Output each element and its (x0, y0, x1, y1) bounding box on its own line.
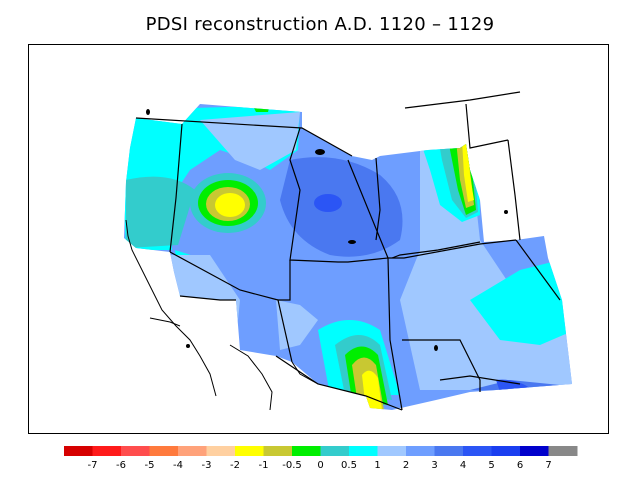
colorbar-tick-label: -5 (145, 460, 155, 471)
colorbar-tick-label: -1 (259, 460, 269, 471)
baja-coast (229, 344, 273, 411)
colorbar-tick-label: 4 (460, 460, 466, 471)
colorbar-tick-label: 0.5 (341, 460, 357, 471)
canada-border-west (135, 117, 353, 157)
colorbar-tick-label: -0.5 (282, 460, 302, 471)
colorbar-tick-label: -3 (202, 460, 212, 471)
lake-mark (434, 345, 438, 351)
map-title: PDSI reconstruction A.D. 1120 – 1129 (145, 14, 495, 35)
colorbar-labels: -7 -6 -5 -4 -3 -2 -1 -0.5 0 0.5 1 2 3 4 5 6 7 (88, 460, 552, 471)
anomaly-nw-ring-m1 (215, 193, 245, 217)
colorbar-tick-label: 2 (403, 460, 409, 471)
colorbar-tick-label: -7 (88, 460, 98, 471)
gulf-coast (291, 361, 319, 385)
nevada-southline (169, 251, 279, 301)
coastlines (125, 219, 319, 411)
colorbar-tick-label: 6 (517, 460, 523, 471)
colorbar-swatch (377, 446, 407, 456)
lake-marks (146, 109, 508, 351)
colorbar-swatch (235, 446, 264, 456)
map-frame (28, 44, 609, 434)
wyoming-colorado-line (347, 159, 517, 259)
colorado-kansas-line (391, 241, 481, 259)
idaho-nevada-line (169, 123, 183, 253)
nm-texas-line (402, 339, 481, 392)
colorbar-tick-label: -6 (116, 460, 126, 471)
colorado-nm-line (387, 257, 403, 411)
field-class-5-center (314, 194, 342, 212)
lake-mark (504, 210, 508, 214)
lake-mark (315, 149, 325, 155)
colorbar-swatch (463, 446, 492, 456)
colorbar-swatch (320, 446, 350, 456)
california-border (179, 295, 236, 301)
colorbar-swatch (292, 446, 321, 456)
colorbar-tick-label: 1 (374, 460, 380, 471)
lake-mark (348, 240, 356, 244)
colorbar-swatch (149, 446, 179, 456)
field-class-05-west (126, 176, 195, 248)
colorbar-tick-label: 0 (317, 460, 323, 471)
pacific-coast (125, 219, 217, 397)
lake-mark (186, 344, 190, 348)
nd-sd-line (465, 103, 509, 149)
colorbar-tick-label: 7 (545, 460, 551, 471)
utah-arizona-line (277, 260, 293, 363)
lake-mark (146, 109, 150, 115)
colorbar-swatch (349, 446, 378, 456)
colorbar-swatch (406, 446, 435, 456)
colorbar-tick-label: -4 (173, 460, 183, 471)
colorbar-tick-label: 5 (488, 460, 494, 471)
colorbar-swatch (548, 446, 578, 456)
colorbar-swatch (434, 446, 464, 456)
canada-border-east (404, 91, 521, 109)
colorbar-swatch (92, 446, 122, 456)
colorbar-swatch (263, 446, 293, 456)
colorbar-tick-label: -2 (230, 460, 240, 471)
colorbar-swatch (491, 446, 521, 456)
colorbar-swatch (64, 446, 93, 456)
colorbar-tick-label: 3 (431, 460, 437, 471)
dakota-line (507, 139, 521, 241)
colorbar-swatch (206, 446, 236, 456)
colorbar-swatch (520, 446, 549, 456)
field-class-4-center (280, 157, 403, 257)
channel-islands (149, 317, 181, 327)
colorbar-swatches (64, 446, 578, 456)
colorbar-swatch (178, 446, 207, 456)
colorbar-swatch (121, 446, 150, 456)
wyoming-east-line (375, 157, 381, 241)
texas-oklahoma-line (439, 375, 521, 385)
kansas-east-line (515, 239, 561, 301)
field-class-1-east (470, 260, 572, 345)
